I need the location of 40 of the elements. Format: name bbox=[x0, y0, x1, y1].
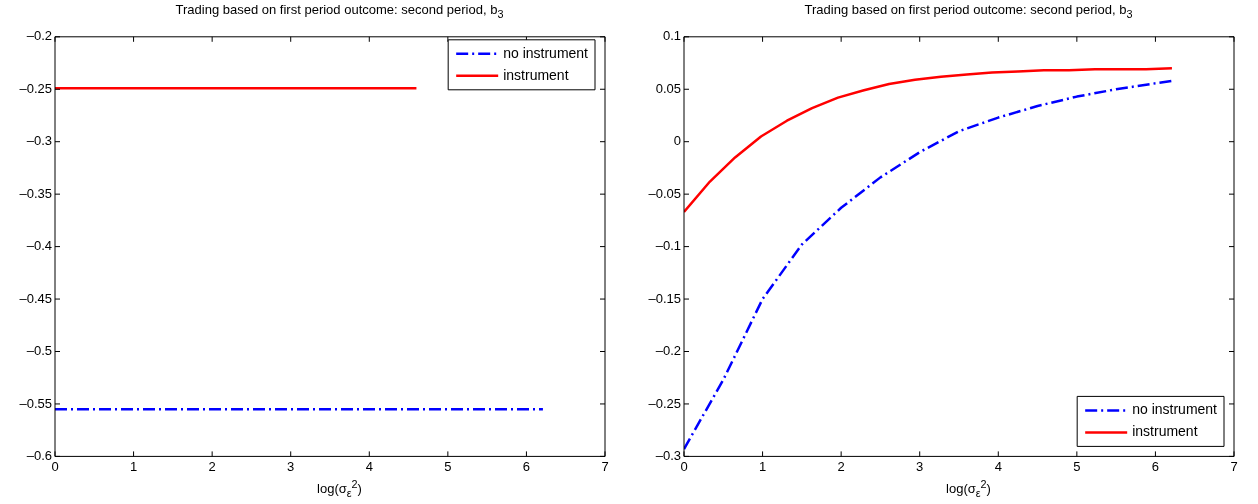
y-tick-label: –0.5 bbox=[26, 343, 52, 359]
y-tick-label: 0.05 bbox=[655, 80, 681, 96]
y-tick-label: 0 bbox=[673, 133, 681, 149]
x-tick-label: 5 bbox=[444, 458, 452, 474]
y-tick-label: –0.35 bbox=[19, 185, 52, 201]
x-tick-label: 3 bbox=[916, 458, 924, 474]
x-tick-label: 1 bbox=[129, 458, 138, 474]
x-tick-label: 1 bbox=[758, 458, 767, 474]
y-tick-label: –0.3 bbox=[26, 133, 52, 149]
x-tick-label: 4 bbox=[994, 458, 1002, 474]
x-tick-label: 2 bbox=[208, 458, 216, 474]
y-tick-label: –0.1 bbox=[655, 238, 681, 254]
x-tick-label: 6 bbox=[522, 458, 531, 474]
x-tick-label: 5 bbox=[1073, 458, 1081, 474]
y-tick-label: –0.6 bbox=[26, 447, 52, 463]
y-tick-label: –0.25 bbox=[19, 80, 52, 96]
x-axis-title: log(σ$_{ε}$$^{2}$) bbox=[316, 478, 363, 499]
y-tick-label: –0.15 bbox=[648, 290, 681, 306]
y-tick-label: –0.45 bbox=[19, 290, 52, 306]
x-tick-label: 2 bbox=[837, 458, 845, 474]
legend-label: no instrument bbox=[503, 44, 589, 61]
chart-title: Trading based on first period outcome: second period, b$_{3}$ bbox=[174, 2, 505, 20]
y-tick-label: –0.3 bbox=[655, 447, 681, 463]
y-tick-label: –0.4 bbox=[26, 238, 52, 254]
legend-label: no instrument bbox=[1132, 401, 1218, 418]
chart-title: Trading based on first period outcome: second period, b$_{3}$ bbox=[803, 2, 1134, 20]
legend-label: instrument bbox=[503, 66, 569, 83]
legend-label: instrument bbox=[1132, 423, 1198, 440]
y-tick-label: –0.2 bbox=[26, 28, 52, 44]
x-axis-title: log(σ$_{ε}$$^{2}$) bbox=[945, 478, 992, 499]
y-tick-label: –0.05 bbox=[648, 185, 681, 201]
y-tick-label: 0.1 bbox=[662, 28, 681, 44]
y-tick-label: –0.55 bbox=[19, 395, 52, 411]
y-tick-label: –0.25 bbox=[648, 395, 681, 411]
y-tick-label: –0.2 bbox=[655, 343, 681, 359]
x-tick-label: 3 bbox=[287, 458, 295, 474]
x-tick-label: 7 bbox=[1230, 458, 1238, 474]
x-tick-label: 4 bbox=[365, 458, 373, 474]
x-tick-label: 7 bbox=[601, 458, 609, 474]
x-tick-label: 6 bbox=[1151, 458, 1160, 474]
